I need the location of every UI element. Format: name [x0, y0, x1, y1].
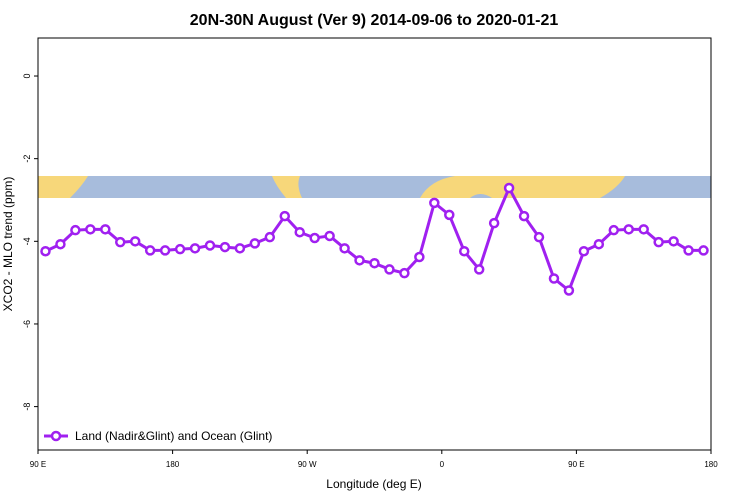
- point: [264, 231, 276, 243]
- series-line: [44, 184, 704, 293]
- point: [55, 238, 66, 250]
- point: [683, 245, 694, 256]
- x-axis-label: Longitude (deg E): [326, 477, 421, 491]
- point: [294, 226, 305, 238]
- point: [488, 217, 500, 229]
- y-tick-label: -6: [22, 320, 32, 328]
- chart-title: 20N-30N August (Ver 9) 2014-09-06 to 202…: [190, 12, 559, 29]
- point: [623, 224, 634, 235]
- point: [174, 243, 186, 255]
- point: [608, 224, 620, 236]
- point: [473, 264, 485, 275]
- x-tick-label: 90 E: [30, 460, 46, 469]
- y-tick-label: 0: [22, 74, 32, 79]
- point: [444, 209, 455, 221]
- y-tick-label: -8: [22, 403, 32, 411]
- point: [115, 236, 126, 248]
- point: [249, 238, 261, 249]
- point: [234, 243, 246, 254]
- point: [414, 251, 425, 263]
- x-tick-label: 90 W: [298, 460, 317, 469]
- point: [309, 232, 320, 244]
- point: [503, 182, 515, 194]
- point: [159, 245, 171, 256]
- point: [144, 245, 156, 256]
- map-strip: [38, 176, 711, 198]
- point: [668, 236, 679, 247]
- point: [533, 231, 545, 243]
- point: [653, 236, 664, 248]
- point: [399, 267, 410, 279]
- x-tick-label: 0: [440, 460, 445, 469]
- point: [548, 273, 560, 284]
- y-tick-label: -2: [22, 155, 32, 163]
- point: [354, 255, 365, 266]
- point: [429, 197, 440, 209]
- legend-marker: [50, 430, 62, 442]
- y-axis-label: XCO2 - MLO trend (ppm): [1, 177, 15, 312]
- point: [369, 257, 380, 269]
- point: [339, 243, 350, 254]
- legend-label: Land (Nadir&Glint) and Ocean (Glint): [75, 429, 272, 443]
- point: [518, 210, 530, 222]
- point: [384, 264, 395, 275]
- y-tick-label: -4: [22, 237, 32, 245]
- point: [70, 224, 81, 236]
- point: [219, 241, 231, 253]
- point: [324, 230, 335, 242]
- plot-frame: [37, 37, 712, 451]
- point: [204, 240, 216, 251]
- point: [189, 243, 201, 254]
- x-tick-label: 180: [704, 460, 718, 469]
- x-tick-label: 90 E: [568, 460, 584, 469]
- point: [593, 238, 605, 250]
- point: [578, 245, 590, 257]
- point: [40, 245, 51, 257]
- point: [563, 285, 575, 296]
- point: [638, 224, 649, 235]
- point: [85, 224, 96, 235]
- point: [279, 210, 291, 222]
- point: [698, 245, 709, 256]
- point: [458, 245, 470, 257]
- x-tick-label: 180: [166, 460, 180, 469]
- point: [129, 236, 141, 247]
- point: [100, 224, 111, 235]
